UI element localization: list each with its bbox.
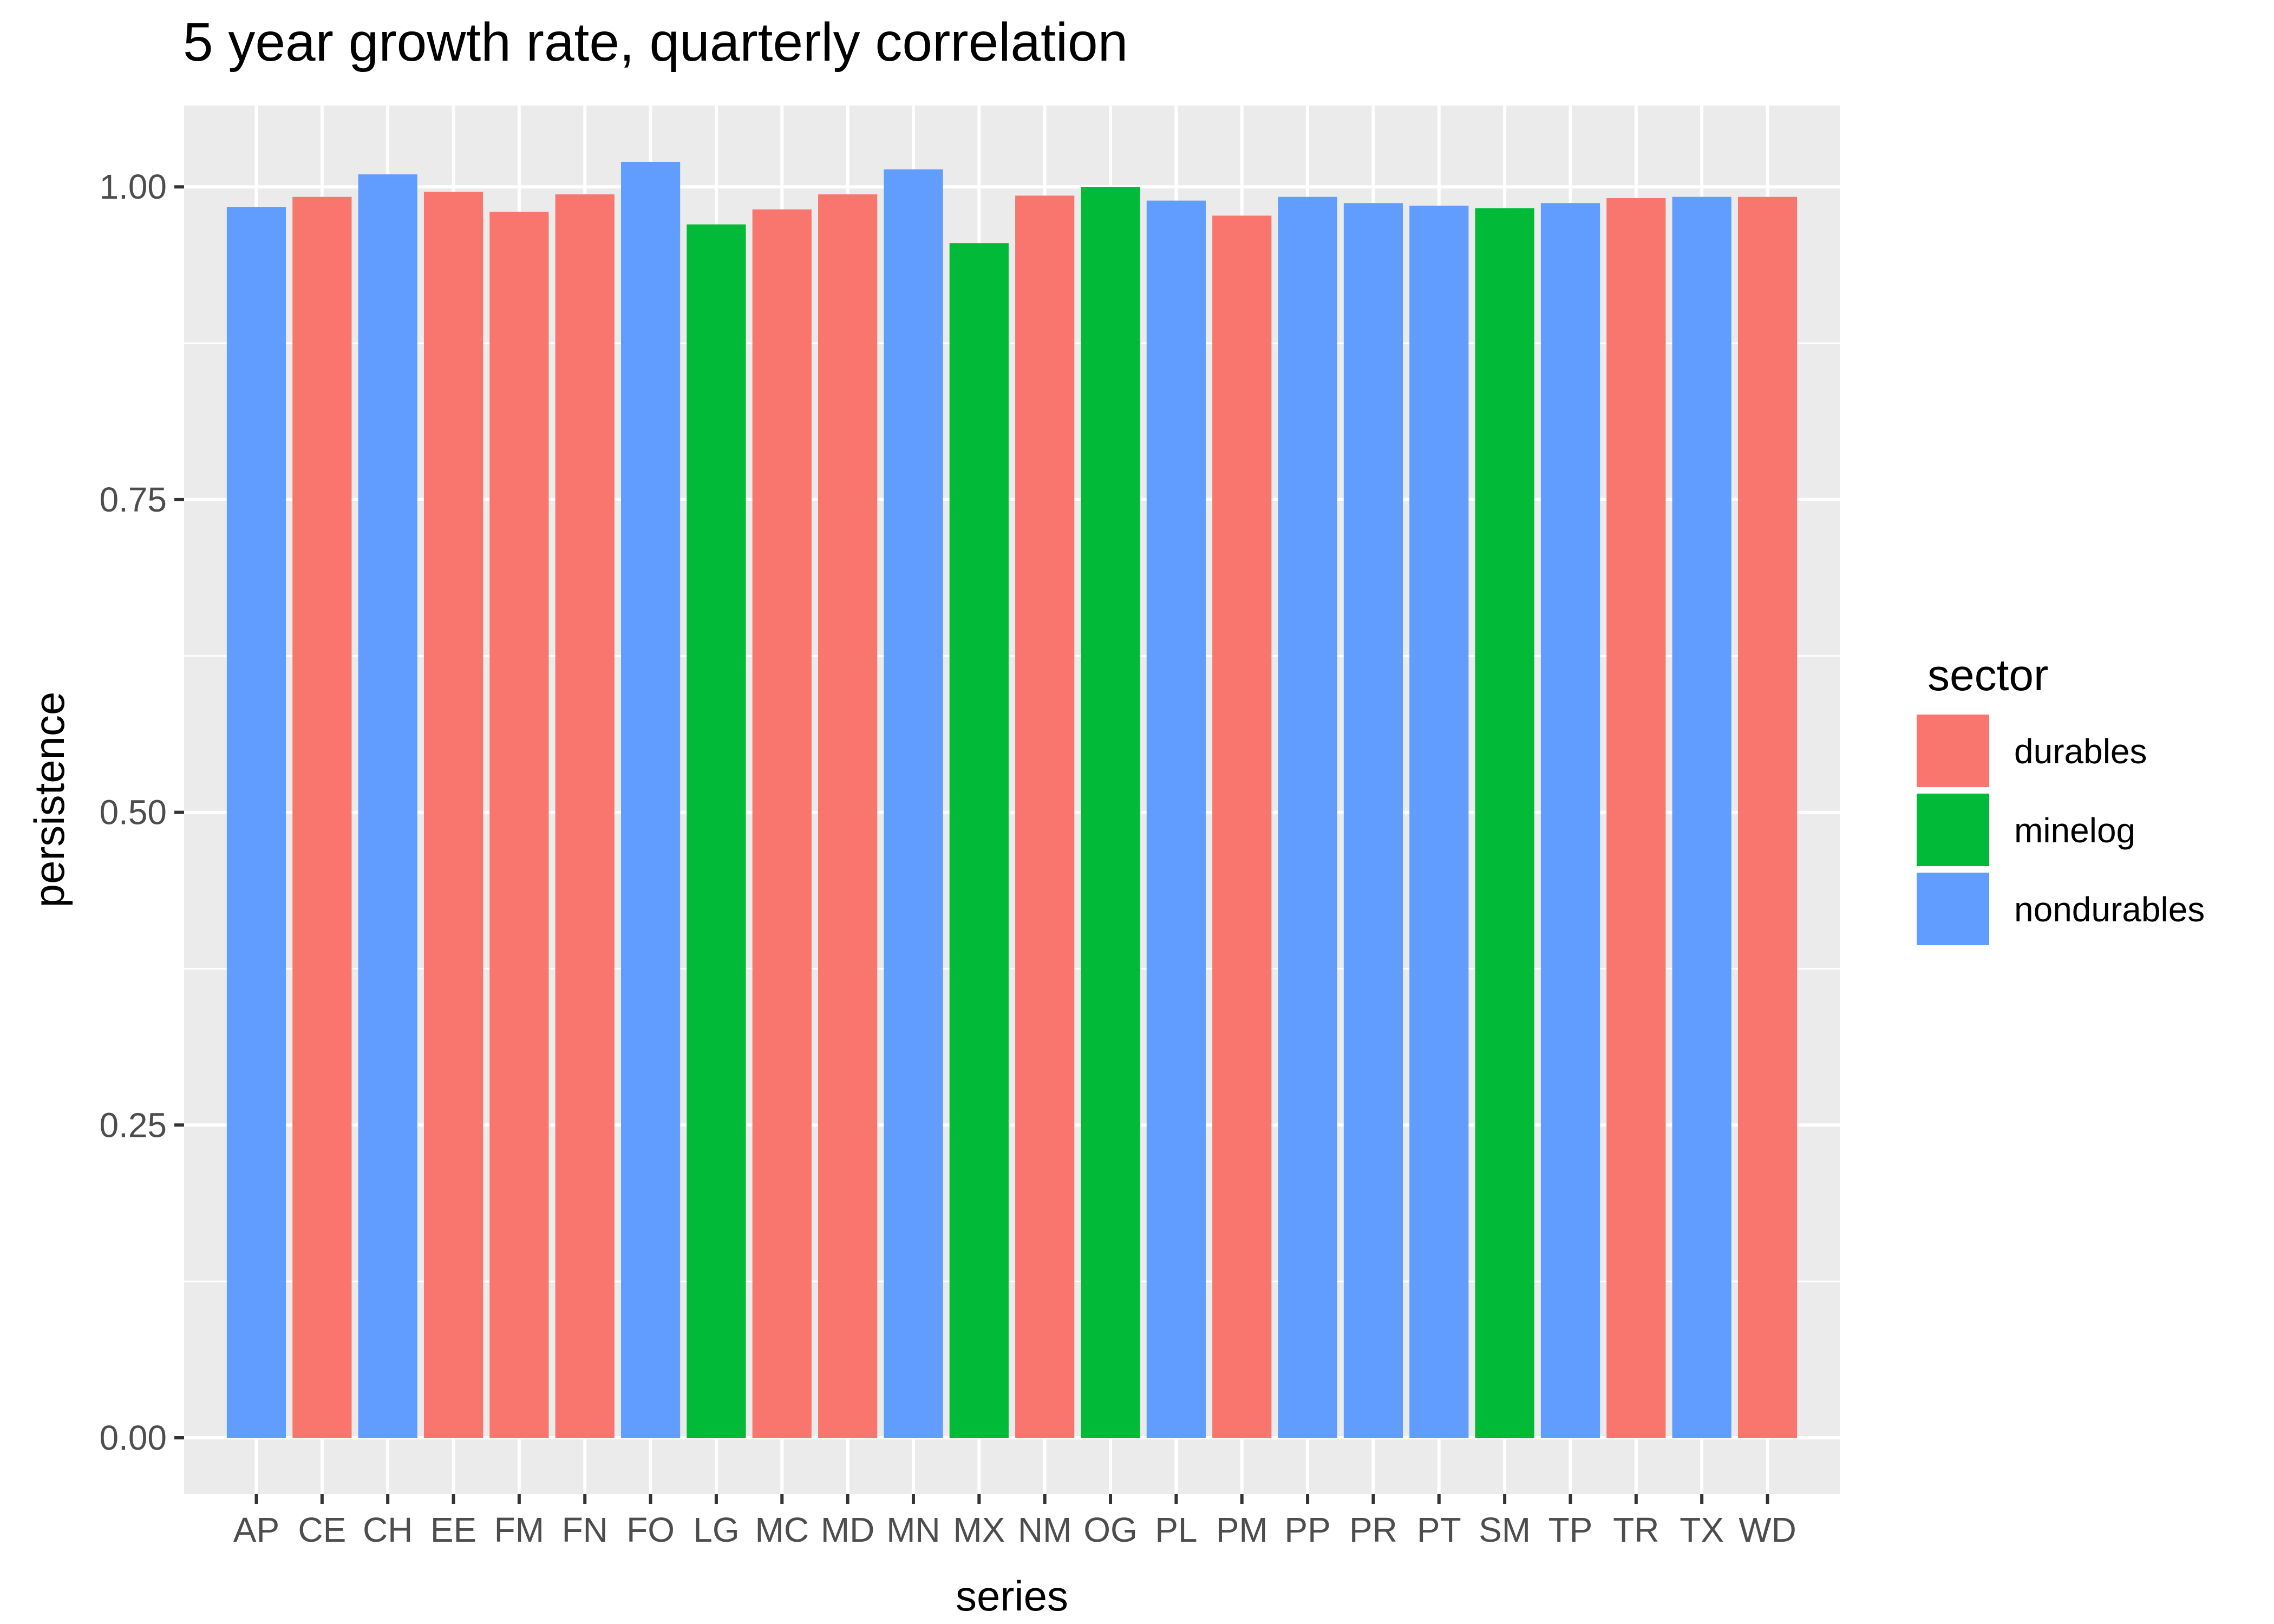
x-tick-label: MD [821, 1510, 875, 1549]
x-tick-label: PT [1417, 1510, 1461, 1549]
legend-key-durables [1917, 715, 1989, 787]
legend: sector durables minelog nondurables [1917, 651, 2205, 945]
bar-tx [1672, 197, 1731, 1438]
bar-mc [752, 209, 812, 1438]
legend-title: sector [1927, 651, 2048, 700]
x-tick-label: EE [430, 1510, 476, 1549]
x-tick-label: PP [1284, 1510, 1330, 1549]
y-tick-label: 0.00 [99, 1418, 167, 1457]
y-tick-label: 0.25 [99, 1105, 167, 1144]
legend-items: durables minelog nondurables [1917, 715, 2205, 945]
y-tick-label: 0.50 [99, 793, 167, 832]
bar-ce [292, 197, 352, 1438]
legend-label-minelog: minelog [2014, 811, 2135, 850]
x-tick-label: MX [953, 1510, 1005, 1549]
bar-sm [1475, 208, 1534, 1438]
x-tick-label: TR [1613, 1510, 1659, 1549]
y-tick-label: 1.00 [99, 167, 167, 206]
bar-fn [555, 194, 615, 1438]
bar-ch [358, 174, 417, 1438]
x-tick-label: TX [1680, 1510, 1724, 1549]
bar-pr [1343, 203, 1403, 1438]
bars [226, 161, 1798, 1438]
x-tick-label: FN [562, 1510, 608, 1549]
x-tick-label: MN [886, 1510, 940, 1549]
x-tick-label: OG [1083, 1510, 1138, 1549]
y-axis: 0.00 0.25 0.50 0.75 1.00 [99, 167, 184, 1457]
x-tick-label: FM [494, 1510, 544, 1549]
x-tick-label: PM [1216, 1510, 1268, 1549]
x-tick-label: PR [1349, 1510, 1397, 1549]
bar-ap [226, 207, 286, 1438]
bar-md [818, 194, 878, 1438]
legend-key-nondurables [1917, 873, 1989, 945]
legend-label-durables: durables [2014, 732, 2147, 771]
bar-nm [1015, 195, 1075, 1438]
bar-ee [423, 192, 483, 1438]
x-axis-title: series [956, 1572, 1068, 1620]
bar-pt [1409, 205, 1469, 1438]
y-tick-label: 0.75 [99, 480, 167, 519]
chart-title: 5 year growth rate, quarterly correlatio… [183, 12, 1128, 73]
bar-wd [1737, 197, 1798, 1438]
x-tick-label: CE [298, 1510, 346, 1549]
x-tick-label: SM [1479, 1510, 1531, 1549]
x-tick-label: PL [1155, 1510, 1197, 1549]
bar-pl [1146, 200, 1206, 1438]
bar-tp [1540, 203, 1600, 1438]
bar-mn [884, 169, 943, 1438]
bar-fm [489, 212, 549, 1438]
bar-pm [1212, 215, 1272, 1438]
x-tick-label: LG [693, 1510, 739, 1549]
bar-pp [1278, 197, 1337, 1438]
bar-og [1081, 187, 1140, 1438]
legend-key-minelog [1917, 794, 1989, 866]
legend-label-nondurables: nondurables [2014, 890, 2205, 929]
bar-fo [620, 161, 681, 1438]
x-tick-label: WD [1739, 1510, 1796, 1549]
y-axis-title: persistence [25, 692, 73, 908]
x-axis: AP CE CH EE FM FN FO LG MC MD MN MX NM OG PL PM PP PR PT SM… [233, 1494, 1796, 1549]
bar-lg [687, 224, 746, 1438]
bar-tr [1606, 198, 1666, 1438]
bar-mx [949, 243, 1009, 1438]
x-tick-label: NM [1018, 1510, 1072, 1549]
x-tick-label: TP [1548, 1510, 1593, 1549]
x-tick-label: CH [363, 1510, 413, 1549]
x-tick-label: FO [626, 1510, 675, 1549]
x-tick-label: MC [755, 1510, 809, 1549]
x-tick-label: AP [233, 1510, 279, 1549]
